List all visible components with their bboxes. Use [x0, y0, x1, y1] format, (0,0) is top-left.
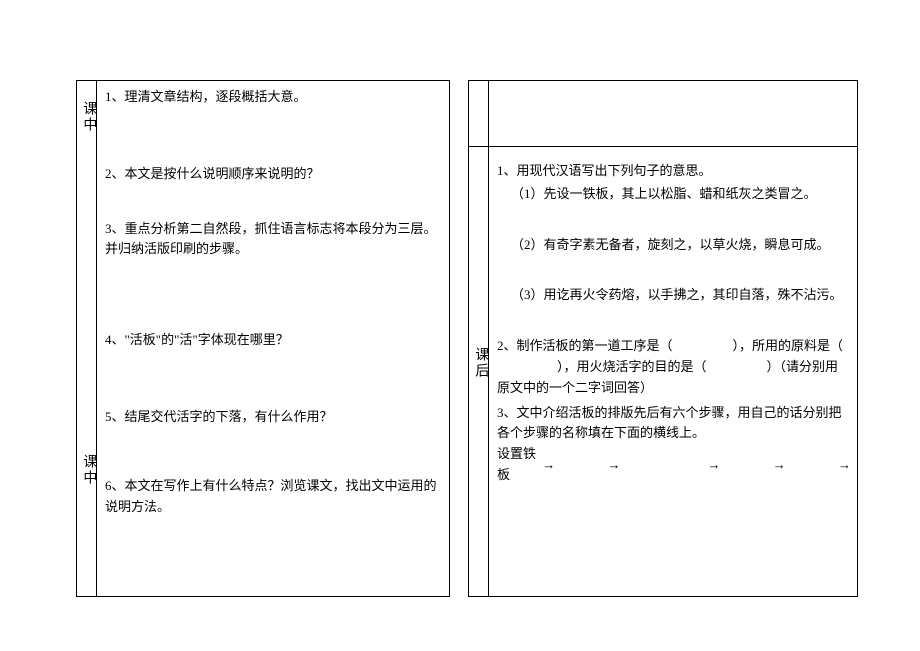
right-side-column: 课后 [469, 81, 489, 596]
arrow-3: → [708, 455, 721, 476]
left-q5: 5、结尾交代活字的下落，有什么作用？ [105, 407, 443, 428]
right-panel: 课后 1、用现代汉语写出下列句子的意思。 （1）先设一铁板，其上以松脂、蜡和纸灰… [468, 80, 858, 597]
left-q3: 3、重点分析第二自然段，抓住语言标志将本段分为三层。并归纳活版印刷的步骤。 [105, 219, 443, 261]
left-q2: 2、本文是按什么说明顺序来说明的？ [105, 164, 443, 185]
arrow-5: → [838, 455, 851, 476]
right-q2-c: ），用火烧活字的目的是（ [557, 359, 707, 374]
left-panel: 课中 课中 1、理清文章结构，逐段概括大意。 2、本文是按什么说明顺序来说明的？… [76, 80, 450, 597]
left-content: 1、理清文章结构，逐段概括大意。 2、本文是按什么说明顺序来说明的？ 3、重点分… [97, 81, 449, 596]
arrow-1: → [542, 455, 555, 476]
left-q1: 1、理清文章结构，逐段概括大意。 [105, 87, 443, 108]
left-side-column: 课中 课中 [77, 81, 97, 596]
right-q3: 3、文中介绍活板的排版先后有六个步骤，用自己的话分别把各个步骤的名称填在下面的横… [497, 403, 851, 445]
left-q6: 6、本文在写作上有什么特点？浏览课文，找出文中运用的说明方法。 [105, 476, 443, 518]
right-content: 1、用现代汉语写出下列句子的意思。 （1）先设一铁板，其上以松脂、蜡和纸灰之类冒… [489, 81, 857, 596]
arrow-2: → [608, 455, 621, 476]
right-q1-sub2: （2）有奇字素无备者，旋刻之，以草火烧，瞬息可成。 [511, 235, 851, 256]
q3-first-step: 设置铁板 [497, 444, 542, 486]
right-q1-stem: 1、用现代汉语写出下列句子的意思。 [497, 161, 851, 182]
right-q2-b: ），所用的原料是（ [733, 338, 844, 353]
right-q1-sub3: （3）用讫再火令药熔，以手拂之，其印自落，殊不沾污。 [511, 285, 851, 306]
right-q2: 2、制作活板的第一道工序是（），所用的原料是（），用火烧活字的目的是（）（请分别… [497, 336, 851, 398]
left-q4: 4、"活板"的"活"字体现在哪里？ [105, 330, 443, 351]
right-top-empty [489, 81, 857, 147]
right-q3-steps: 设置铁板→ → → → → [497, 444, 851, 486]
arrow-4: → [773, 455, 786, 476]
right-q2-a: 2、制作活板的第一道工序是（ [497, 338, 673, 353]
right-q1-sub1: （1）先设一铁板，其上以松脂、蜡和纸灰之类冒之。 [511, 184, 851, 205]
